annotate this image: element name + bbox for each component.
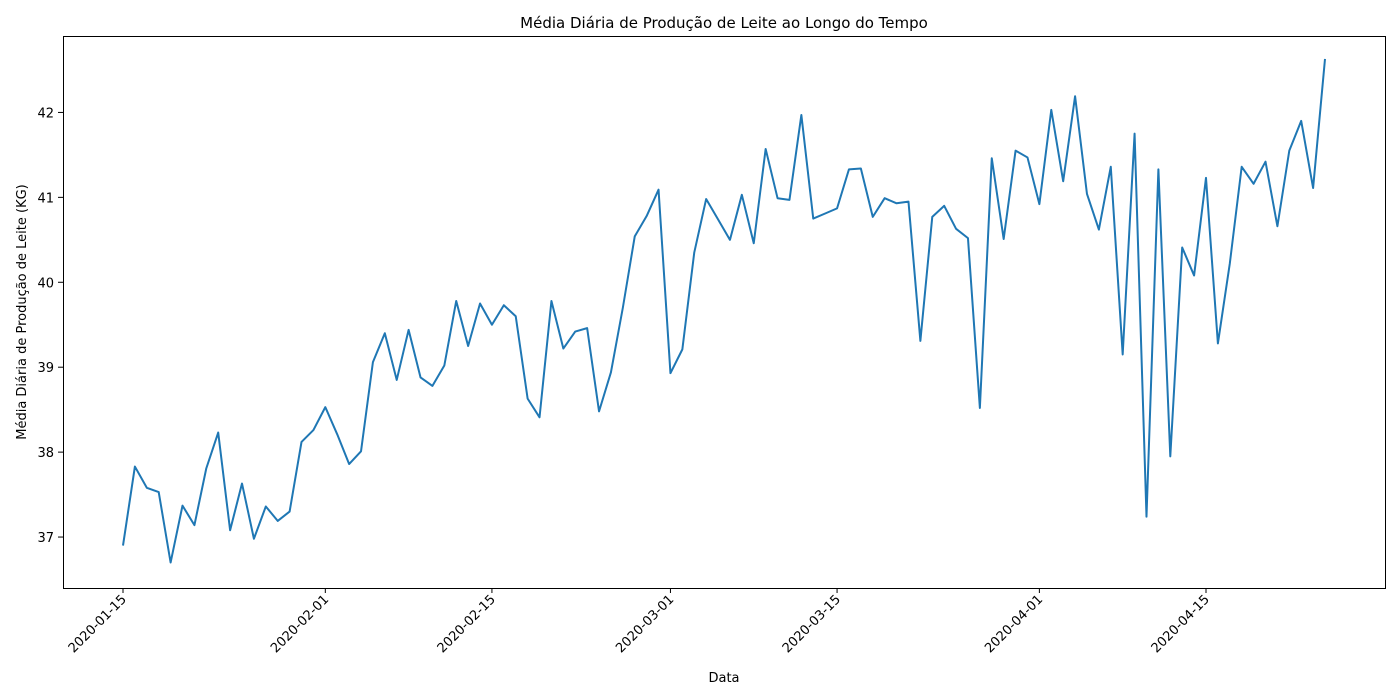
x-tick-label: 2020-02-01 — [268, 592, 332, 656]
x-axis-label: Data — [708, 671, 739, 686]
x-tick-label: 2020-02-15 — [435, 592, 499, 656]
y-axis-label: Média Diária de Produção de Leite (KG) — [15, 184, 30, 440]
plot-area — [122, 58, 1326, 564]
y-tick-label: 42 — [37, 106, 54, 121]
x-tick-label: 2020-01-15 — [66, 592, 130, 656]
x-axis: 2020-01-15 2020-02-01 2020-02-15 2020-03-01… — [66, 588, 1213, 656]
y-tick-label: 40 — [37, 276, 54, 291]
x-tick-label: 2020-03-01 — [613, 592, 677, 656]
chart-title: Média Diária de Produção de Leite ao Lon… — [520, 14, 928, 32]
y-tick-label: 38 — [37, 446, 54, 461]
axes-frame — [63, 36, 1386, 589]
x-tick-label: 2020-04-01 — [982, 592, 1046, 656]
y-tick-label: 39 — [37, 361, 54, 376]
series-line — [122, 58, 1326, 564]
y-axis: 37 38 39 40 41 42 — [37, 106, 63, 546]
x-tick-label: 2020-04-15 — [1149, 592, 1213, 656]
y-tick-label: 37 — [37, 531, 54, 546]
y-tick-label: 41 — [37, 191, 54, 206]
x-tick-label: 2020-03-15 — [780, 592, 844, 656]
